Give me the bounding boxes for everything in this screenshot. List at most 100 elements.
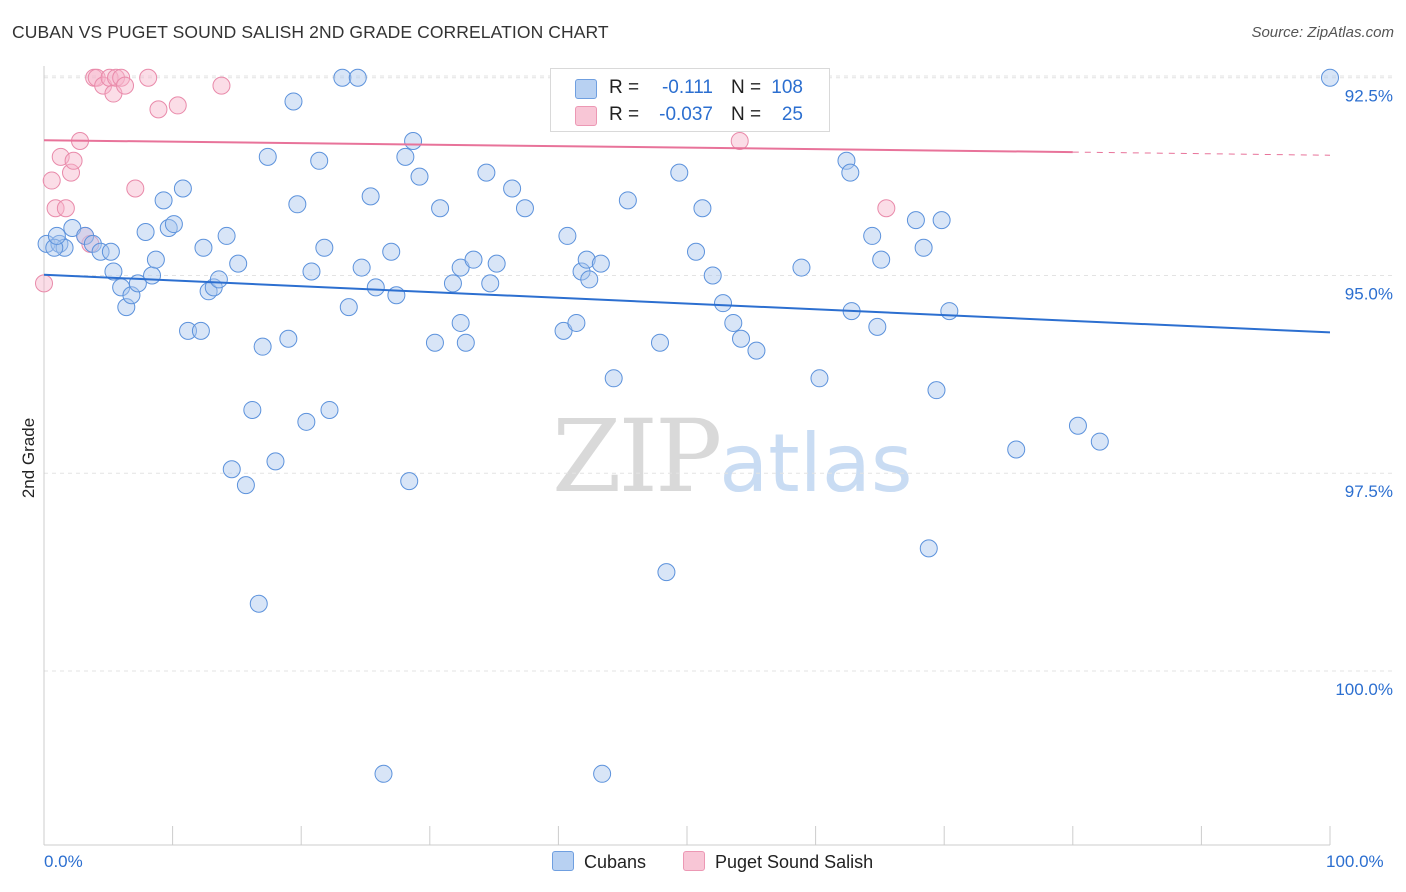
cubans-point: [443, 274, 462, 293]
cubans-point: [297, 412, 316, 431]
legend-r-value-puget: -0.037: [659, 104, 713, 125]
y-tick-labels: 100.0% 97.5% 95.0% 92.5%: [1335, 87, 1393, 699]
puget-point: [116, 76, 135, 95]
cubans-point: [266, 452, 285, 471]
cubans-point: [425, 333, 444, 352]
cubans-point: [249, 594, 268, 613]
stats-legend: R = -0.111 N = 108 R = -0.037 N = 25: [550, 68, 830, 132]
cubans-point: [837, 151, 856, 170]
cubans-point: [567, 313, 586, 332]
x-tick-min: 0.0%: [44, 852, 83, 871]
cubans-point: [217, 226, 236, 245]
cubans-point: [179, 321, 198, 340]
cubans-point: [315, 238, 334, 257]
cubans-point: [404, 132, 423, 151]
puget-point: [107, 68, 126, 87]
cubans-point: [333, 68, 352, 87]
watermark-atlas: atlas: [719, 417, 913, 510]
puget-trend-line: [43, 139, 1073, 154]
cubans-point: [253, 337, 272, 356]
cubans-point: [382, 242, 401, 261]
puget-legend-swatch: [683, 851, 705, 871]
cubans-point: [732, 329, 751, 348]
puget-swatch: [575, 106, 597, 126]
y-tick-label: 92.5%: [1345, 87, 1393, 106]
puget-point: [42, 171, 61, 190]
cubans-point: [288, 195, 307, 214]
cubans-point: [209, 270, 228, 289]
chart-title: CUBAN VS PUGET SOUND SALISH 2ND GRADE CO…: [12, 22, 609, 42]
legend-n-label: N =: [731, 77, 762, 98]
cubans-point: [487, 254, 506, 273]
puget-point: [126, 179, 145, 198]
cubans-point: [515, 199, 534, 218]
cubans-point: [670, 163, 689, 182]
cubans-point: [143, 266, 162, 285]
watermark-zip: ZIP: [552, 398, 722, 515]
cubans-point: [310, 151, 329, 170]
cubans-point: [810, 369, 829, 388]
cubans-point: [1090, 432, 1109, 451]
cubans-point: [580, 270, 599, 289]
legend-item-puget: Puget Sound Salish: [683, 851, 873, 873]
cubans-point: [101, 242, 120, 261]
cubans-point: [339, 298, 358, 317]
cubans-point: [63, 219, 82, 238]
cubans-point: [650, 333, 669, 352]
cubans-point: [554, 321, 573, 340]
cubans-point: [236, 476, 255, 495]
puget-point: [35, 274, 53, 293]
chart-source: Source: ZipAtlas.com: [1251, 24, 1394, 41]
cubans-point: [927, 381, 946, 400]
cubans-point: [348, 68, 367, 87]
cubans-point: [456, 333, 475, 352]
cubans-point: [792, 258, 811, 277]
x-tick-max: 100.0%: [1326, 852, 1384, 871]
cubans-point: [352, 258, 371, 277]
cubans-point: [47, 226, 66, 245]
cubans-point: [724, 313, 743, 332]
cubans-point: [503, 179, 522, 198]
cubans-point: [104, 262, 123, 281]
cubans-point: [863, 226, 882, 245]
cubans-point: [258, 147, 277, 166]
cubans-point: [703, 266, 722, 285]
cubans-point: [577, 250, 596, 269]
cubans-point: [320, 400, 339, 419]
cubans-point: [657, 563, 676, 582]
cubans-legend-swatch: [552, 851, 574, 871]
puget-point: [62, 163, 81, 182]
y-tick-label: 95.0%: [1345, 284, 1393, 303]
cubans-point: [1007, 440, 1026, 459]
cubans-point: [146, 250, 165, 269]
puget-point: [877, 199, 896, 218]
puget-point: [46, 199, 65, 218]
cubans-point: [940, 302, 959, 321]
puget-legend-label: Puget Sound Salish: [715, 852, 874, 872]
legend-item-cubans: Cubans: [552, 851, 646, 873]
cubans-point: [173, 179, 192, 198]
cubans-points: [37, 68, 1339, 783]
cubans-point: [361, 187, 380, 206]
grid-lines: [44, 75, 1395, 672]
cubans-legend-label: Cubans: [584, 852, 647, 872]
cubans-point: [1321, 68, 1339, 87]
cubans-point: [279, 329, 298, 348]
puget-point: [139, 68, 158, 87]
cubans-point: [194, 238, 213, 257]
cubans-point: [366, 278, 385, 297]
puget-point: [56, 199, 75, 218]
cubans-point: [76, 226, 95, 245]
legend-n-label: N =: [731, 104, 762, 125]
cubans-swatch: [575, 79, 597, 99]
cubans-point: [136, 222, 155, 241]
y-tick-label: 100.0%: [1335, 680, 1393, 699]
cubans-point: [591, 254, 610, 273]
cubans-point: [919, 539, 938, 558]
cubans-point: [841, 163, 860, 182]
legend-row-cubans: R = -0.111 N = 108: [551, 75, 829, 101]
puget-point: [212, 76, 231, 95]
legend-r-label: R =: [609, 104, 640, 125]
watermark: ZIPatlas: [552, 398, 913, 515]
puget-point: [730, 132, 749, 151]
